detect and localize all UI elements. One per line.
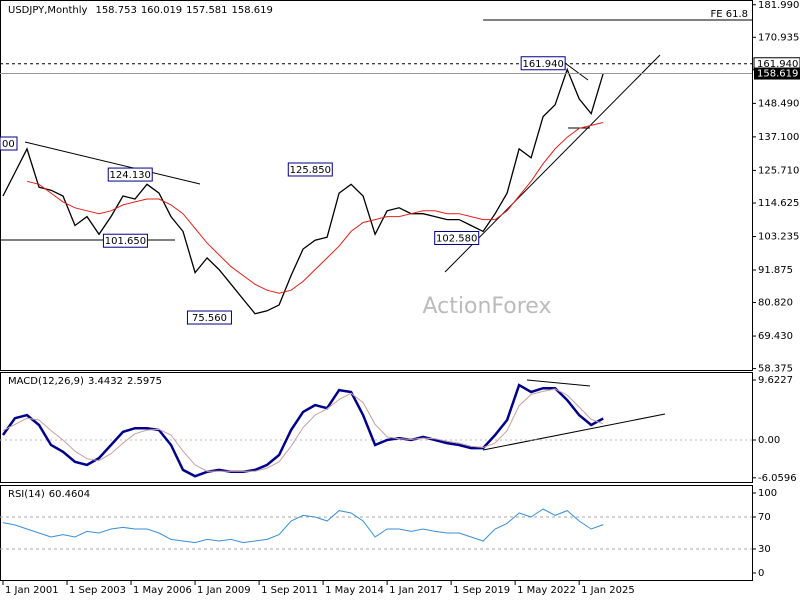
y-tick-label: 114.625 [758, 198, 799, 209]
x-tick-label: 1 Jan 2017 [389, 585, 443, 596]
rsi-title: RSI(14) [8, 489, 45, 500]
annotation-label: 102.580 [436, 233, 477, 244]
x-tick-label: 1 May 2014 [325, 585, 384, 596]
rsi-panel [0, 485, 753, 581]
series-line [2, 388, 604, 472]
y-tick-label: 70 [758, 512, 771, 523]
trendlines [0, 54, 666, 451]
y-tick-label: 80.820 [758, 298, 793, 309]
x-tick-label: 1 Sep 2003 [69, 585, 126, 596]
x-tick-label: 1 Jan 2025 [581, 585, 635, 596]
x-tick-label: 1 May 2006 [133, 585, 192, 596]
annotation-label: 101.650 [105, 236, 146, 247]
y-tick-label: -6.0596 [758, 473, 797, 484]
x-tick-label: 1 May 2022 [517, 585, 576, 596]
annotation-box [287, 162, 333, 177]
price-panel [0, 0, 753, 371]
y-tick-label: 69.430 [758, 331, 793, 342]
y-tick-label: 148.490 [758, 98, 799, 109]
rsi-value: 60.4604 [49, 489, 90, 500]
y-tick-label: 100 [758, 488, 777, 499]
macd-header: MACD(12,26,9) 3.4432 2.5975 [8, 376, 162, 387]
annotation-box [107, 167, 153, 182]
cut-label-box [0, 136, 18, 151]
y-tick-label: 58.375 [758, 364, 793, 375]
annotation-box [520, 56, 566, 71]
close-label: 158.619 [757, 69, 798, 80]
symbol: USDJPY,Monthly [8, 5, 88, 16]
low: 157.581 [186, 5, 227, 16]
y-tick-label: 0.00 [758, 435, 780, 446]
x-tick-label: 1 Jan 2009 [197, 585, 251, 596]
y-tick-label: 125.710 [758, 165, 799, 176]
y-tick-label: 0 [758, 568, 764, 579]
annotation-label: 125.850 [290, 165, 331, 176]
close-label-box [754, 67, 800, 80]
high: 160.019 [141, 5, 182, 16]
trendline [482, 413, 666, 451]
y-tick-label: 91.875 [758, 265, 793, 276]
series-line [2, 508, 604, 544]
y-tick-label: 137.100 [758, 132, 799, 143]
trendline [444, 54, 661, 273]
trendline [564, 62, 589, 81]
watermark: ActionForex [423, 294, 552, 319]
y-tick-label: 9.6227 [758, 375, 793, 386]
open: 158.753 [95, 5, 136, 16]
series-line [26, 122, 604, 294]
annotation-label: 161.940 [522, 59, 563, 70]
x-tick-label: 1 Sep 2011 [261, 585, 318, 596]
annotation-label: 75.560 [192, 313, 227, 324]
series-line [1, 383, 604, 478]
trendline [24, 141, 201, 185]
macd-panel [0, 372, 753, 483]
trendline [526, 379, 591, 387]
close: 158.619 [232, 5, 273, 16]
signal-value: 2.5975 [127, 376, 162, 387]
rsi-header: RSI(14) 60.4604 [8, 489, 90, 500]
macd-title: MACD(12,26,9) [8, 376, 84, 387]
annotation-box [434, 230, 480, 245]
level-label: 161.940 [757, 59, 798, 70]
x-tick-label: 1 Jan 2001 [5, 585, 59, 596]
header: USDJPY,Monthly 158.753 160.019 157.581 158.6… [8, 5, 273, 16]
y-tick-label: 30 [758, 544, 771, 555]
y-tick-label: 170.935 [758, 32, 799, 43]
y-tick-label: 103.235 [758, 232, 799, 243]
y-tick-label: 181.990 [758, 0, 799, 11]
series-line [2, 67, 604, 315]
cut-label: 00 [2, 139, 15, 150]
x-tick-label: 1 Sep 2019 [453, 585, 510, 596]
annotation-box [102, 233, 148, 248]
annotation-label: 124.130 [110, 170, 151, 181]
macd-value: 3.4432 [88, 376, 123, 387]
annotation-box [186, 310, 232, 325]
fe-label: FE 61.8 [710, 9, 748, 20]
